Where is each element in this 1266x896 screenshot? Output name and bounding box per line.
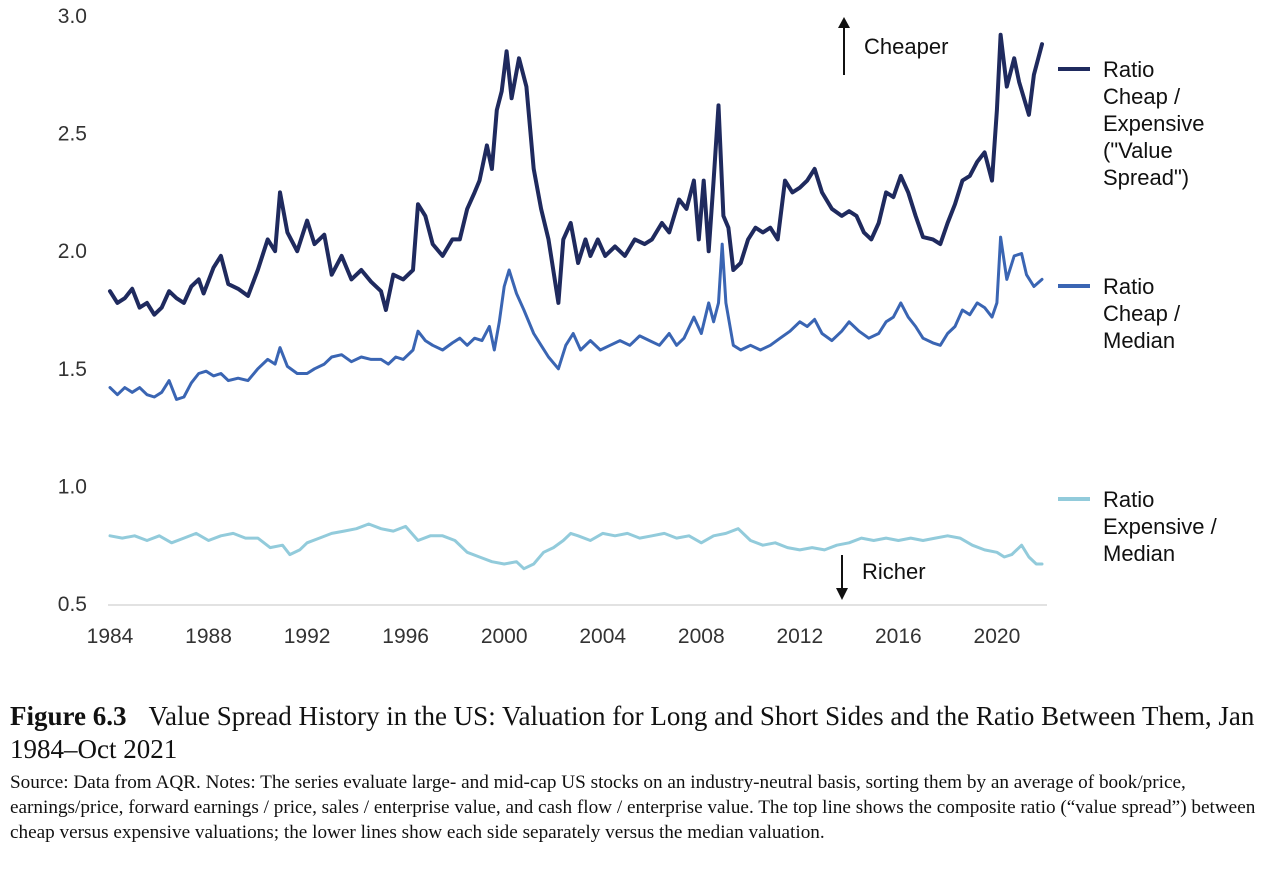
legend-label: Ratio [1103, 274, 1154, 299]
figure-notes: Source: Data from AQR. Notes: The series… [10, 772, 1256, 843]
legend-label: Median [1103, 328, 1175, 353]
x-tick-label: 2012 [776, 625, 823, 648]
richer-annotation: Richer [836, 555, 926, 600]
y-axis: 3.0 2.5 2.0 1.5 1.0 0.5 [58, 5, 87, 616]
figure-title: Value Spread History in the US: Valuatio… [10, 701, 1255, 764]
y-tick-label: 0.5 [58, 593, 87, 616]
x-tick-label: 2016 [875, 625, 922, 648]
x-tick-label: 2000 [481, 625, 528, 648]
chart: 3.0 2.5 2.0 1.5 1.0 0.5 1984 1988 1992 1996 2000 2… [58, 5, 1218, 648]
x-axis: 1984 1988 1992 1996 2000 2004 2008 2012 2016 2020 [87, 625, 1021, 648]
x-tick-label: 1992 [284, 625, 331, 648]
legend-label: Cheap / [1103, 301, 1181, 326]
up-arrowhead-icon [838, 17, 850, 28]
series-line-1 [108, 32, 1044, 317]
figure-caption: Figure 6.3 Value Spread History in the US… [10, 700, 1260, 845]
x-tick-label: 1984 [87, 625, 134, 648]
x-tick-label: 2020 [974, 625, 1021, 648]
x-tick-label: 1996 [382, 625, 429, 648]
legend-label: Ratio [1103, 57, 1154, 82]
legend-label: Median [1103, 541, 1175, 566]
legend-label: Expensive / [1103, 514, 1218, 539]
richer-label: Richer [862, 559, 926, 584]
series-line-3 [108, 522, 1044, 571]
series-line-2 [108, 235, 1044, 401]
legend-label: ("Value [1103, 138, 1173, 163]
y-tick-label: 2.5 [58, 123, 87, 146]
legend-label: Expensive [1103, 111, 1205, 136]
legend-label: Ratio [1103, 487, 1154, 512]
y-tick-label: 1.0 [58, 475, 87, 498]
down-arrowhead-icon [836, 588, 848, 600]
x-tick-label: 2004 [579, 625, 626, 648]
plot-area [108, 32, 1044, 571]
y-tick-label: 2.0 [58, 240, 87, 263]
y-tick-label: 1.5 [58, 358, 87, 381]
figure-number: Figure 6.3 [10, 701, 127, 731]
legend-label: Cheap / [1103, 84, 1181, 109]
cheaper-annotation: Cheaper [838, 17, 948, 75]
legend-label: Spread") [1103, 165, 1189, 190]
cheaper-label: Cheaper [864, 34, 948, 59]
y-tick-label: 3.0 [58, 5, 87, 28]
x-tick-label: 1988 [185, 625, 232, 648]
x-tick-label: 2008 [678, 625, 725, 648]
figure-title-line: Figure 6.3 Value Spread History in the US… [10, 700, 1260, 766]
